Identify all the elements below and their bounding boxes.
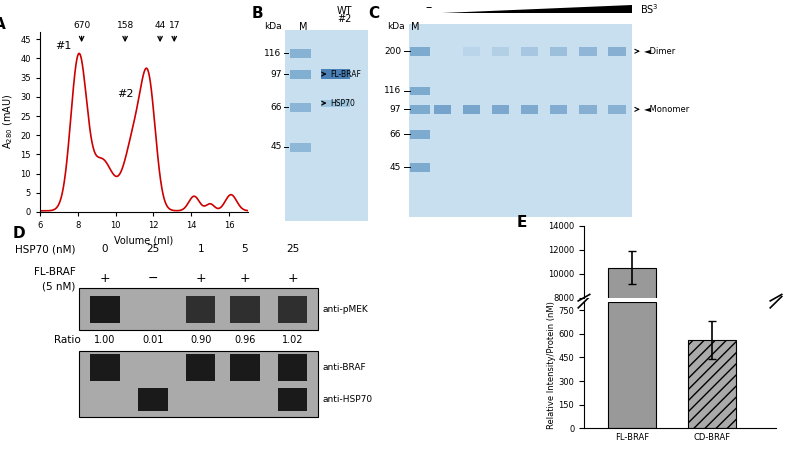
Bar	[410, 47, 430, 56]
Text: 45: 45	[390, 163, 401, 172]
Bar	[522, 47, 538, 56]
Text: HSP70: HSP70	[330, 99, 355, 108]
Text: M: M	[411, 22, 420, 32]
Bar	[321, 100, 350, 107]
Text: BS$^3$: BS$^3$	[640, 2, 659, 16]
Text: 0.90: 0.90	[190, 336, 211, 345]
Text: FL-BRAF: FL-BRAF	[34, 267, 75, 277]
Text: 200: 200	[384, 47, 401, 56]
Text: 66: 66	[390, 130, 401, 139]
Bar	[138, 388, 167, 410]
Text: E: E	[517, 215, 527, 230]
Text: #2: #2	[337, 14, 351, 24]
Bar	[278, 296, 307, 323]
Bar	[79, 351, 318, 417]
Text: +: +	[239, 272, 250, 285]
Text: FL-BRAF: FL-BRAF	[330, 69, 362, 78]
Y-axis label: A$_{280}$ (mAU): A$_{280}$ (mAU)	[1, 94, 14, 149]
X-axis label: Volume (ml): Volume (ml)	[114, 235, 174, 245]
Text: 116: 116	[384, 86, 401, 95]
Text: 44: 44	[154, 21, 166, 30]
Text: anti-pMEK: anti-pMEK	[322, 305, 368, 314]
Bar	[410, 163, 430, 172]
Text: 66: 66	[270, 103, 282, 112]
Text: 25: 25	[146, 244, 159, 254]
Text: Ratio: Ratio	[54, 336, 81, 345]
Text: +: +	[287, 272, 298, 285]
Text: B: B	[251, 5, 263, 21]
Bar	[290, 49, 310, 59]
Text: D: D	[13, 226, 26, 241]
Bar	[410, 130, 430, 139]
Bar	[278, 388, 307, 410]
Bar	[186, 354, 215, 381]
Bar	[290, 143, 310, 152]
Bar	[230, 354, 259, 381]
Bar	[278, 354, 307, 381]
Bar	[90, 354, 120, 381]
Text: anti-HSP70: anti-HSP70	[322, 395, 372, 404]
Text: 45: 45	[270, 142, 282, 151]
Bar	[550, 47, 567, 56]
Text: 0.96: 0.96	[234, 336, 255, 345]
Text: #1: #1	[55, 41, 71, 51]
Bar	[492, 47, 510, 56]
Text: 97: 97	[270, 69, 282, 78]
Text: 0.01: 0.01	[142, 336, 163, 345]
Bar	[79, 289, 318, 330]
Text: kDa: kDa	[264, 22, 282, 31]
Text: M: M	[299, 22, 308, 32]
Polygon shape	[442, 5, 632, 13]
Bar	[463, 47, 480, 56]
Text: kDa: kDa	[386, 22, 404, 31]
Bar	[285, 31, 368, 221]
Bar	[410, 106, 430, 114]
Bar	[522, 105, 538, 114]
Text: 1: 1	[198, 244, 204, 254]
Bar	[579, 47, 597, 56]
Bar	[434, 105, 451, 114]
Text: (5 nM): (5 nM)	[42, 281, 75, 291]
Text: ◄Dimer: ◄Dimer	[644, 47, 676, 56]
Text: 158: 158	[117, 21, 134, 30]
Bar	[579, 105, 597, 114]
Bar	[609, 47, 626, 56]
Bar	[410, 87, 430, 96]
Text: 116: 116	[265, 49, 282, 58]
Text: –: –	[426, 1, 432, 14]
Y-axis label: Relative Intensity/Protein (nM): Relative Intensity/Protein (nM)	[546, 301, 556, 429]
Text: C: C	[368, 5, 379, 21]
Text: −: −	[147, 272, 158, 285]
Text: 97: 97	[390, 105, 401, 114]
Bar	[230, 296, 259, 323]
Bar	[550, 105, 567, 114]
Text: 17: 17	[169, 21, 180, 30]
Bar	[492, 105, 510, 114]
Text: #2: #2	[117, 89, 134, 99]
Bar	[609, 105, 626, 114]
Bar	[186, 296, 215, 323]
Bar	[688, 340, 736, 428]
Bar	[321, 69, 350, 79]
Bar	[290, 70, 310, 79]
Text: 25: 25	[286, 244, 299, 254]
Text: anti-BRAF: anti-BRAF	[322, 363, 366, 372]
Text: ◄Monomer: ◄Monomer	[644, 105, 690, 114]
Text: A: A	[0, 17, 6, 32]
Text: 670: 670	[73, 21, 90, 30]
Text: 1.02: 1.02	[282, 336, 303, 345]
Text: WT: WT	[336, 6, 352, 16]
Bar	[90, 296, 120, 323]
Text: 0: 0	[102, 244, 108, 254]
Bar	[608, 267, 656, 394]
Bar	[608, 302, 656, 428]
Bar	[409, 24, 632, 217]
Text: 5: 5	[242, 244, 248, 254]
Text: +: +	[195, 272, 206, 285]
Bar	[290, 103, 310, 112]
Text: 1.00: 1.00	[94, 336, 116, 345]
Text: +: +	[100, 272, 110, 285]
Bar	[463, 105, 480, 114]
Text: HSP70 (nM): HSP70 (nM)	[15, 244, 75, 254]
